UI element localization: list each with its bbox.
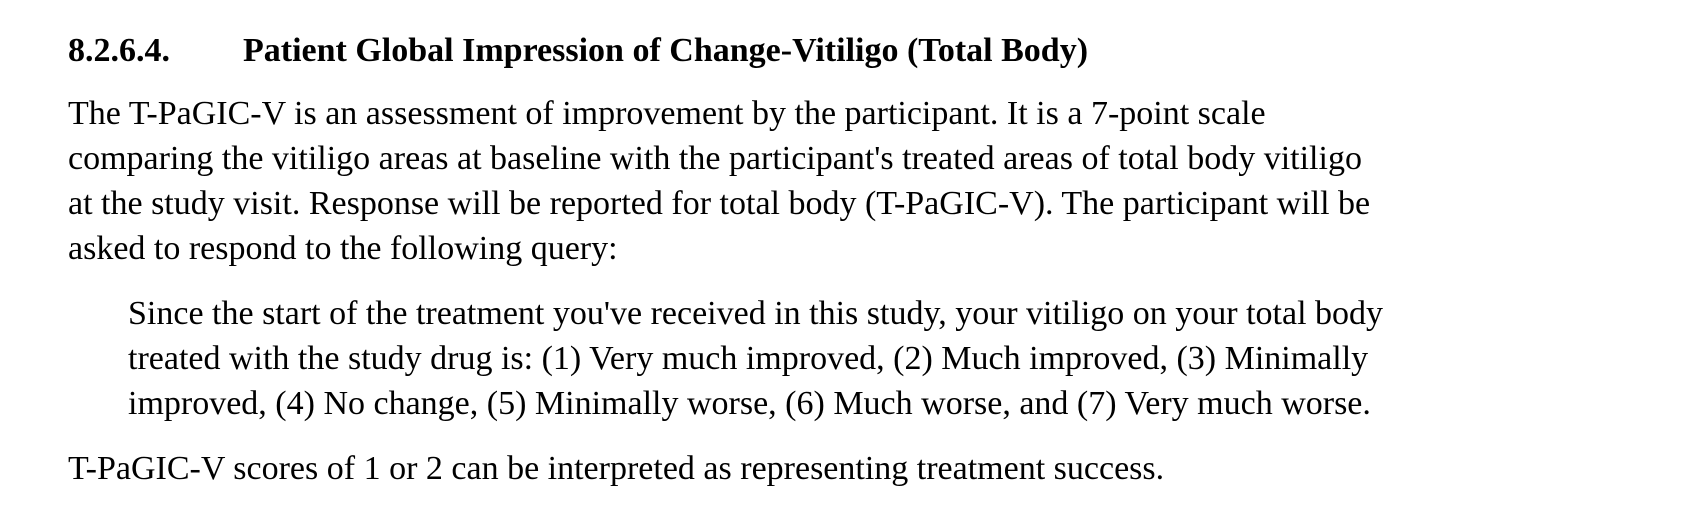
paragraph: The T-PaGIC-V is an assessment of improv…: [68, 91, 1370, 271]
text-line: asked to respond to the following query:: [68, 230, 618, 267]
text-line: The T-PaGIC-V is an assessment of improv…: [68, 95, 1266, 132]
paragraph: T-PaGIC-V scores of 1 or 2 can be interp…: [68, 446, 1164, 491]
text-line: Since the start of the treatment you've …: [128, 295, 1384, 332]
quoted-query: Since the start of the treatment you've …: [128, 291, 1383, 426]
text-line: comparing the vitiligo areas at baseline…: [68, 140, 1362, 177]
section-title: Patient Global Impression of Change-Viti…: [243, 32, 1089, 69]
section-number: 8.2.6.4.: [68, 32, 170, 69]
text-line: improved, (4) No change, (5) Minimally w…: [128, 385, 1371, 422]
text-line: at the study visit. Response will be rep…: [68, 185, 1371, 222]
text-line: T-PaGIC-V scores of 1 or 2 can be interp…: [68, 450, 1165, 487]
text-line: treated with the study drug is: (1) Very…: [128, 340, 1369, 377]
